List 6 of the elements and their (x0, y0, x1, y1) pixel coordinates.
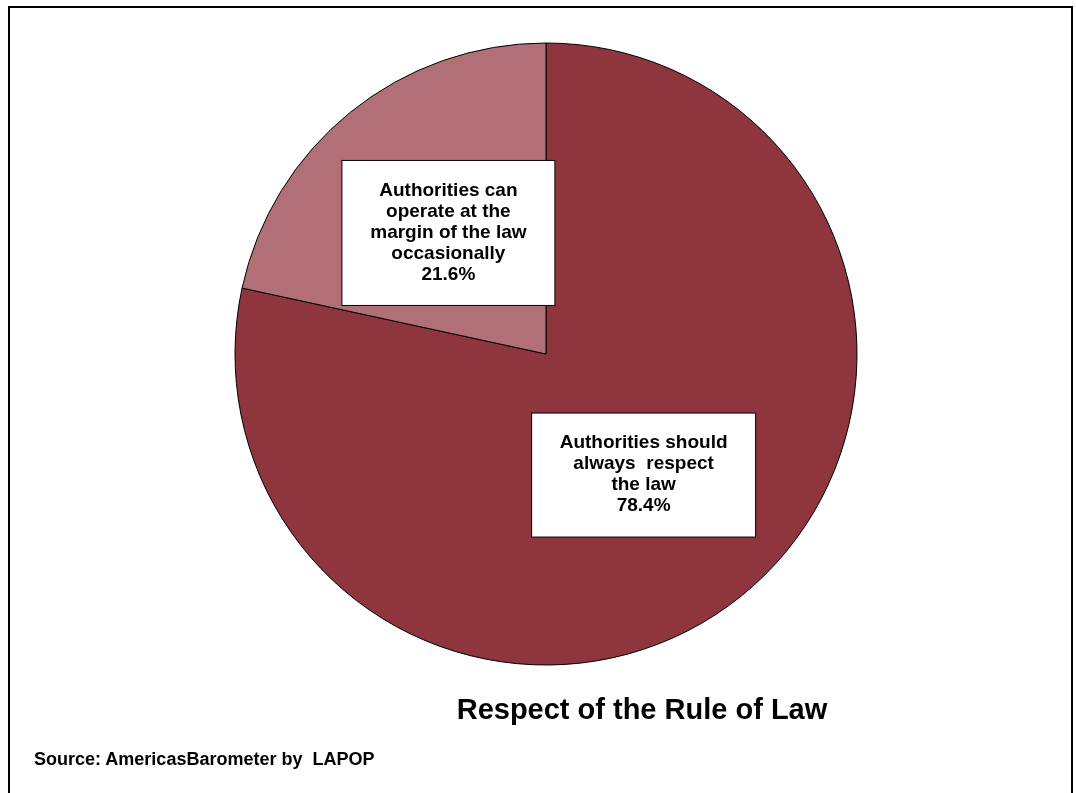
slice-label: Authorities should always respect the law (559, 431, 728, 495)
source-note: Source: AmericasBarometer by LAPOP (34, 749, 375, 769)
data-label: 21.6% (421, 262, 476, 284)
data-label: 78.4% (616, 494, 671, 516)
slice-label: Authorities can operate at the margin of the law occasionally (370, 178, 527, 263)
text: Respect of the Rule of Law (456, 693, 828, 725)
